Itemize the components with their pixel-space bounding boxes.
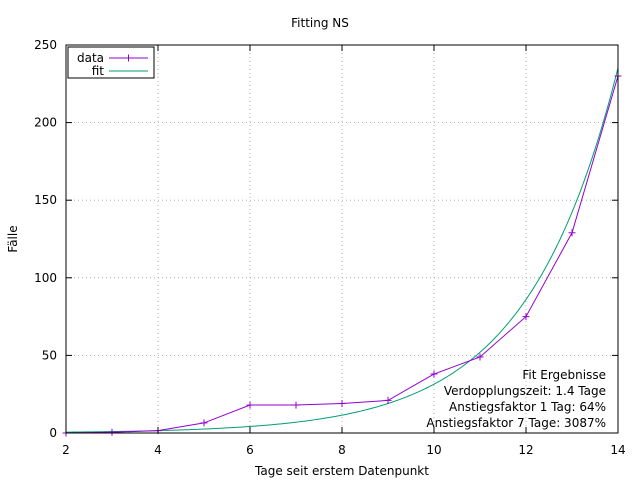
data-point bbox=[338, 400, 346, 408]
y-axis-label: Fälle bbox=[6, 225, 20, 252]
x-axis-label: Tage seit erstem Datenpunkt bbox=[254, 464, 429, 478]
data-point bbox=[522, 313, 530, 321]
annotation-doubling-time: Verdopplungszeit: 1.4 Tage bbox=[444, 384, 606, 398]
x-tick-label: 2 bbox=[62, 443, 70, 457]
data-point bbox=[568, 229, 576, 237]
y-tick-label: 200 bbox=[34, 116, 57, 130]
annotation-growth-1-day: Anstiegsfaktor 1 Tag: 64% bbox=[449, 400, 606, 414]
data-point bbox=[200, 419, 208, 427]
data-point bbox=[384, 396, 392, 404]
x-tick-label: 12 bbox=[518, 443, 533, 457]
y-tick-label: 0 bbox=[49, 426, 57, 440]
chart-title: Fitting NS bbox=[291, 16, 349, 30]
legend-box bbox=[67, 46, 155, 79]
grid-lines bbox=[66, 45, 618, 433]
y-tick-label: 250 bbox=[34, 38, 57, 52]
data-point bbox=[108, 428, 116, 436]
axis-ticks: 2 4 6 8 10 12 14 0 50 100 150 200 250 bbox=[34, 38, 626, 457]
x-tick-label: 10 bbox=[426, 443, 441, 457]
annotation-heading: Fit Ergebnisse bbox=[522, 368, 606, 382]
data-point bbox=[430, 370, 438, 378]
data-point bbox=[246, 401, 254, 409]
x-tick-label: 4 bbox=[154, 443, 162, 457]
legend: data fit bbox=[67, 46, 155, 79]
data-point bbox=[292, 401, 300, 409]
fit-results-annotation: Fit Ergebnisse Verdopplungszeit: 1.4 Tag… bbox=[426, 368, 606, 430]
y-tick-label: 150 bbox=[34, 193, 57, 207]
legend-label-fit: fit bbox=[92, 64, 105, 78]
data-point bbox=[476, 353, 484, 361]
y-tick-label: 100 bbox=[34, 271, 57, 285]
legend-marker-data bbox=[125, 54, 132, 62]
y-tick-label: 50 bbox=[42, 348, 57, 362]
x-tick-label: 14 bbox=[610, 443, 625, 457]
annotation-growth-7-days: Anstiegsfaktor 7 Tage: 3087% bbox=[426, 416, 606, 430]
x-tick-label: 8 bbox=[338, 443, 346, 457]
x-tick-label: 6 bbox=[246, 443, 254, 457]
legend-marker bbox=[125, 54, 132, 62]
legend-label-data: data bbox=[77, 51, 104, 65]
